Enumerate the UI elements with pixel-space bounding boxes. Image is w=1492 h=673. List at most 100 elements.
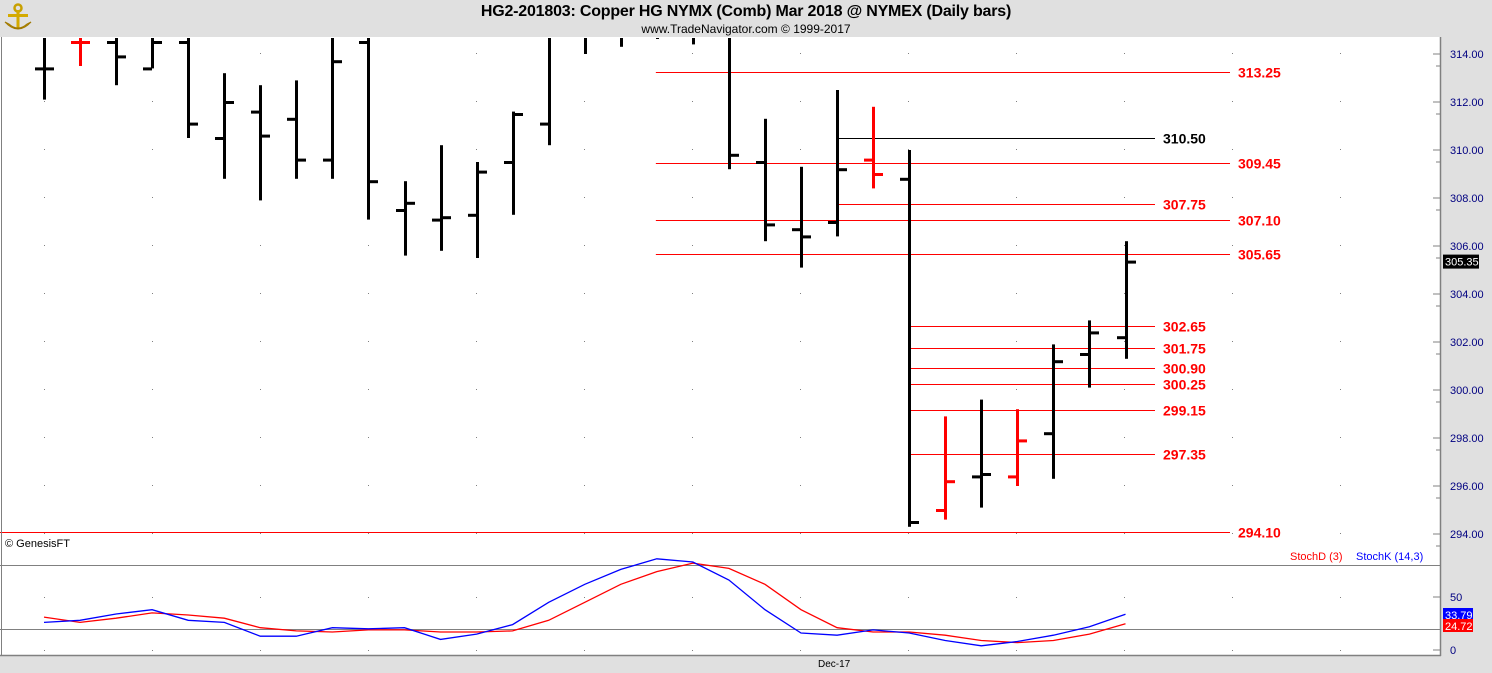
ohlc-open-tick xyxy=(396,209,405,212)
grid-dot xyxy=(260,53,261,54)
last-price-label: 305.35 xyxy=(1445,257,1479,269)
grid-dot xyxy=(800,341,801,342)
grid-dot xyxy=(476,485,477,486)
ohlc-bar xyxy=(764,118,767,242)
grid-dot xyxy=(368,485,369,486)
ohlc-bar xyxy=(584,38,587,54)
grid-dot xyxy=(260,245,261,246)
grid-dot xyxy=(152,293,153,294)
grid-dot xyxy=(1124,149,1125,150)
grid-dot xyxy=(800,485,801,486)
ohlc-close-tick xyxy=(946,480,955,484)
ohlc-bar xyxy=(404,181,407,256)
price-level-label: 302.65 xyxy=(1163,319,1206,335)
grid-dot xyxy=(800,437,801,438)
grid-dot xyxy=(584,650,585,651)
grid-dot xyxy=(368,389,369,390)
ohlc-close-tick xyxy=(297,158,306,162)
grid-dot xyxy=(1124,245,1125,246)
grid-dot xyxy=(908,149,909,150)
price-level-label: 301.75 xyxy=(1163,341,1206,357)
y-tick-label: 298.00 xyxy=(1450,433,1484,445)
price-level-label: 310.50 xyxy=(1163,131,1206,147)
ohlc-bar xyxy=(728,38,731,170)
ohlc-open-tick xyxy=(936,509,945,512)
grid-dot xyxy=(584,245,585,246)
ohlc-open-tick xyxy=(143,67,152,71)
grid-dot xyxy=(692,650,693,651)
ohlc-bar xyxy=(43,38,46,100)
anchor-logo-icon xyxy=(4,3,32,30)
grid-dot xyxy=(368,650,369,651)
stochastic-panel: StochD (3) StochK (14,3) xyxy=(0,551,1440,647)
grid-dot xyxy=(476,389,477,390)
grid-dot xyxy=(1016,533,1017,534)
ohlc-close-tick xyxy=(1090,331,1099,335)
grid-dot xyxy=(152,149,153,150)
ohlc-close-tick xyxy=(514,113,523,116)
grid-dot xyxy=(476,650,477,651)
ohlc-close-tick xyxy=(189,122,198,126)
ohlc-close-tick xyxy=(369,180,378,184)
y-tick-label: 302.00 xyxy=(1450,337,1484,349)
grid-dot xyxy=(908,650,909,651)
grid-dot xyxy=(1016,197,1017,198)
price-bars xyxy=(35,38,1136,527)
last-price-box xyxy=(1443,254,1479,269)
grid-dot xyxy=(1232,650,1233,651)
grid-dot xyxy=(476,533,477,534)
ohlc-close-tick xyxy=(1127,260,1136,264)
ohlc-bar xyxy=(295,80,298,179)
ohlc-close-tick xyxy=(45,67,54,71)
price-levels: 313.25 310.50 309.45 307.75 307.10 305.65 302.… xyxy=(0,65,1281,541)
grid-dot xyxy=(152,437,153,438)
grid-dot xyxy=(1124,533,1125,534)
ohlc-close-tick xyxy=(153,41,162,44)
grid-dot xyxy=(152,341,153,342)
stochd-legend: StochD (3) xyxy=(1290,551,1343,563)
grid-dot xyxy=(1340,341,1341,342)
grid-dot xyxy=(1232,149,1233,150)
ohlc-close-tick xyxy=(910,521,919,524)
ohlc-open-tick xyxy=(432,218,441,222)
grid-dot xyxy=(584,389,585,390)
y-tick-label: 308.00 xyxy=(1450,193,1484,205)
ohlc-bar xyxy=(872,106,875,189)
stoch-y-tick-label: 0 xyxy=(1450,645,1456,657)
grid-dot xyxy=(1340,533,1341,534)
grid-dot xyxy=(1016,597,1017,598)
ohlc-open-tick xyxy=(828,221,837,224)
grid-dot xyxy=(908,533,909,534)
chart-header: HG2-201803: Copper HG NYMX (Comb) Mar 20… xyxy=(0,0,1492,37)
grid-dot xyxy=(1232,389,1233,390)
ohlc-bar xyxy=(367,38,370,220)
ohlc-open-tick xyxy=(35,67,44,71)
price-level-label: 294.10 xyxy=(1238,525,1281,541)
grid-dot xyxy=(692,485,693,486)
grid-dot xyxy=(584,101,585,102)
grid-dot xyxy=(476,437,477,438)
grid-dot xyxy=(260,389,261,390)
grid-dot xyxy=(368,341,369,342)
price-level-label: 297.35 xyxy=(1163,447,1206,463)
grid-dot xyxy=(44,245,45,246)
price-level-label: 307.10 xyxy=(1238,213,1281,229)
grid-dot xyxy=(368,597,369,598)
ohlc-bar xyxy=(512,111,515,215)
grid-dot xyxy=(44,149,45,150)
grid-dot xyxy=(152,597,153,598)
ohlc-open-tick xyxy=(756,161,765,164)
grid-dot xyxy=(1124,197,1125,198)
grid-dot xyxy=(368,245,369,246)
grid-dot xyxy=(260,597,261,598)
ohlc-close-tick xyxy=(982,473,991,476)
y-tick-label: 300.00 xyxy=(1450,385,1484,397)
grid-dot xyxy=(692,293,693,294)
ohlc-bar xyxy=(476,162,479,258)
grid-dot xyxy=(1340,437,1341,438)
stochd-value: 24.72 xyxy=(1445,621,1473,633)
ohlc-close-tick xyxy=(874,173,883,176)
ohlc-bar xyxy=(656,38,659,39)
y-tick-label: 304.00 xyxy=(1450,289,1484,301)
